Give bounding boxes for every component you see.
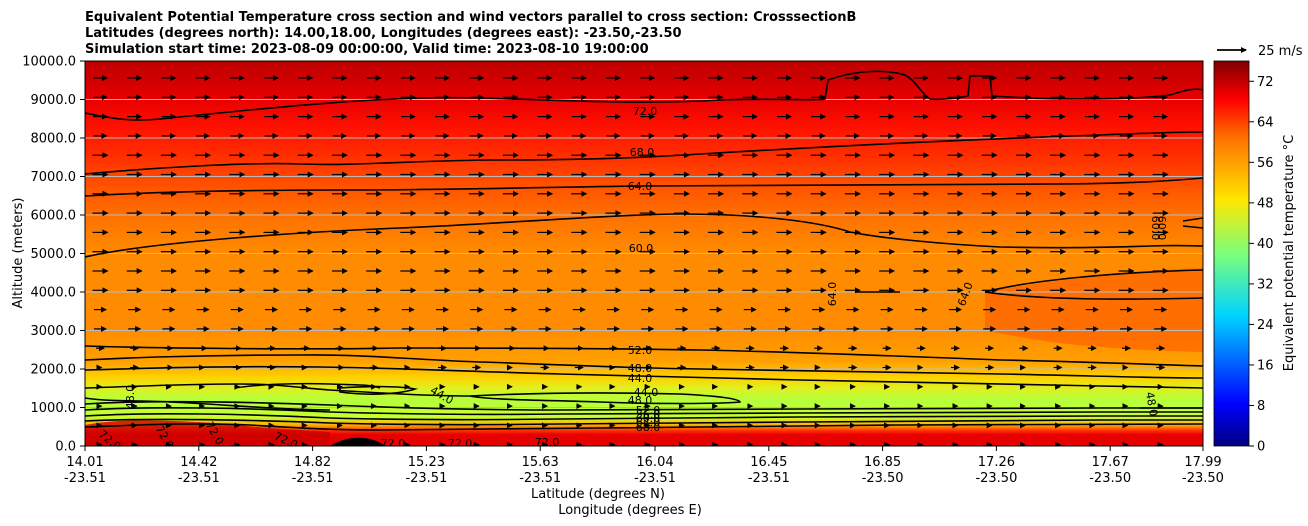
y-axis-label: Altitude (meters): [11, 198, 26, 309]
x-tick-label-lon: -23.51: [178, 471, 220, 486]
colorbar-tick-label: 72: [1257, 75, 1274, 90]
x-tick-label-lon: -23.51: [634, 471, 676, 486]
y-tick-label: 5000.0: [31, 247, 77, 262]
contour-label: 60.0: [1149, 216, 1162, 241]
contour-label: 72.0: [448, 437, 473, 450]
x-tick-label-lat: 16.85: [864, 455, 901, 470]
quiver-key-label: 25 m/s: [1258, 44, 1303, 59]
y-axis: 0.0 1000.0 2000.0 3000.0 4000.0 5000.0 6000.0 7…: [22, 55, 85, 455]
contour-label: 44.0: [628, 372, 653, 385]
x-tick-label-lon: -23.50: [862, 471, 904, 486]
x-tick-label-lat: 17.26: [978, 455, 1015, 470]
colorbar-tick-label: 64: [1257, 115, 1274, 130]
x-tick-label-lon: -23.51: [64, 471, 106, 486]
x-tick-label-lat: 14.42: [180, 455, 217, 470]
x-tick-label-lat: 16.04: [636, 455, 673, 470]
x-tick-label-lat: 17.67: [1092, 455, 1129, 470]
x-tick-label-lon: -23.51: [519, 471, 561, 486]
x-axis-label-2: Longitude (degrees E): [558, 503, 702, 518]
contour-label: 68.0: [630, 146, 655, 159]
x-tick-label-lon: -23.50: [975, 471, 1017, 486]
contour-label: 64.0: [628, 180, 653, 193]
colorbar-ticks: 0 8 16 24 32 40 48 56 64 72: [1249, 75, 1274, 455]
contour-label: 72.0: [633, 105, 658, 118]
y-tick-label: 0.0: [55, 440, 76, 455]
x-tick-label-lat: 15.63: [522, 455, 559, 470]
y-tick-label: 8000.0: [31, 132, 77, 147]
y-tick-label: 1000.0: [31, 401, 77, 416]
contour-label: 52.0: [636, 404, 661, 417]
y-tick-label: 3000.0: [31, 324, 77, 339]
contour-label: 48.0: [628, 362, 653, 375]
contour-label: 52.0: [628, 344, 653, 357]
wind-vectors: [92, 75, 1169, 446]
x-tick-label-lat: 16.45: [750, 455, 787, 470]
contour-label: 60.0: [1155, 216, 1168, 241]
contour-labels: 72.068.064.060.060.052.048.044.044.0 44.0…: [96, 105, 1168, 450]
chart-title-line-1: Equivalent Potential Temperature cross s…: [85, 10, 856, 25]
x-tick-label-lon: -23.51: [748, 471, 790, 486]
colorbar-tick-label: 8: [1257, 399, 1265, 414]
contour-label: 64.0: [636, 416, 661, 429]
plot-area: 72.068.064.060.060.052.048.044.044.0 44.0…: [85, 61, 1203, 450]
warm-surface-region: [85, 420, 330, 446]
y-tick-label: 10000.0: [22, 55, 76, 70]
x-tick-label-lon: -23.50: [1089, 471, 1131, 486]
colorbar-tick-label: 0: [1257, 440, 1265, 455]
colorbar-label: Equivalent potential temperature °C: [1282, 135, 1297, 371]
colorbar-tick-label: 32: [1257, 277, 1274, 292]
chart-title-line-3: Simulation start time: 2023-08-09 00:00:…: [85, 42, 649, 57]
y-tick-label: 2000.0: [31, 363, 77, 378]
contour-label: 60.0: [636, 412, 661, 425]
x-tick-label-lat: 17.99: [1184, 455, 1221, 470]
y-tick-label: 4000.0: [31, 286, 77, 301]
contour-label: 72.0: [381, 437, 406, 450]
colorbar-tick-label: 56: [1257, 156, 1274, 171]
x-axis-label: Latitude (degrees N): [531, 487, 665, 502]
contour-label: 72.0: [535, 436, 560, 449]
x-tick-label-lat: 14.01: [66, 455, 103, 470]
contour-label: 44.0: [634, 386, 659, 399]
contour-label: 60.0: [629, 242, 654, 255]
contour-label: 64.0: [826, 282, 839, 307]
colorbar-tick-label: 48: [1257, 196, 1274, 211]
x-tick-label-lat: 14.82: [294, 455, 331, 470]
contour-label: 56.0: [636, 408, 661, 421]
contour-label: 48.0: [124, 385, 137, 410]
contour-label: 48.0: [1143, 391, 1160, 417]
contour-label: 68.0: [636, 421, 661, 434]
y-tick-label: 6000.0: [31, 209, 77, 224]
chart-title-line-2: Latitudes (degrees north): 14.00,18.00, …: [85, 26, 682, 41]
y-tick-label: 7000.0: [31, 170, 77, 185]
colorbar: [1213, 60, 1250, 447]
colorbar-tick-label: 40: [1257, 237, 1274, 252]
y-tick-label: 9000.0: [31, 93, 77, 108]
colorbar-tick-label: 24: [1257, 318, 1274, 333]
x-axis: 14.01-23.5114.42-23.5114.82-23.5115.23-2…: [64, 446, 1224, 486]
x-tick-label-lon: -23.51: [405, 471, 447, 486]
contour-label: 48.0: [628, 394, 653, 407]
x-tick-label-lon: -23.50: [1182, 471, 1224, 486]
colorbar-tick-label: 16: [1257, 358, 1274, 373]
x-tick-label-lon: -23.51: [292, 471, 334, 486]
x-tick-label-lat: 15.23: [408, 455, 445, 470]
